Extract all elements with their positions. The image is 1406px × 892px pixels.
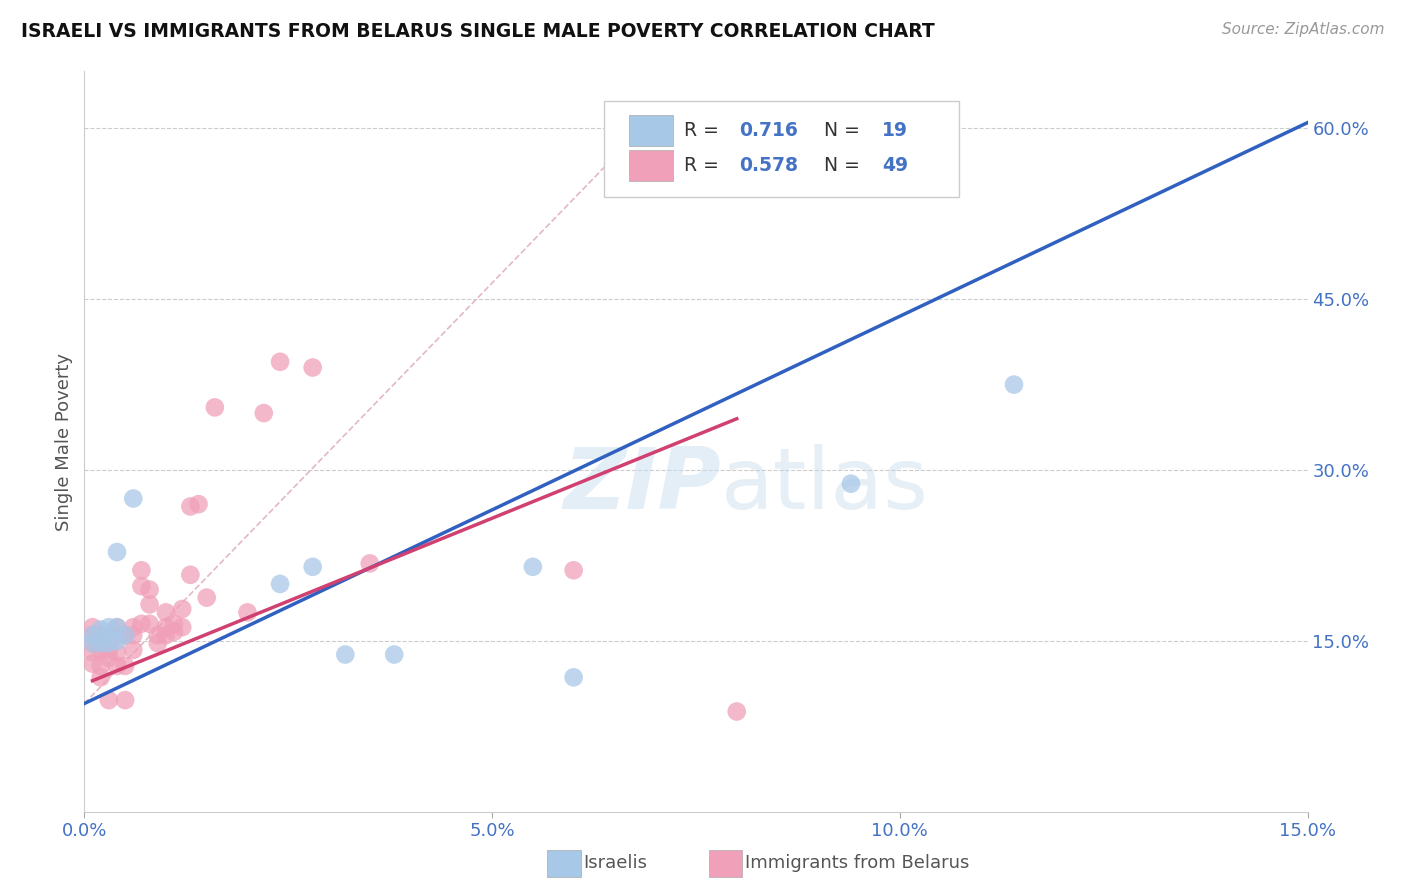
Point [90,659,112,673]
Point [138,616,160,631]
Point [105,659,128,673]
Point [90,670,112,684]
Text: R =: R = [683,121,724,140]
Point [187,497,209,511]
Text: 49: 49 [882,156,908,175]
Point [725,705,748,719]
Point [105,620,128,634]
Point [114,628,136,642]
Point [335,648,357,662]
Point [114,659,136,673]
Point [122,628,145,642]
Point [146,636,169,650]
Point [562,563,585,577]
FancyBboxPatch shape [628,150,672,181]
Point [204,401,226,415]
Point [522,559,544,574]
Text: atlas: atlas [720,444,928,527]
Point [122,643,145,657]
Point [97,620,120,634]
Point [172,620,194,634]
Text: 0.578: 0.578 [738,156,797,175]
Text: N =: N = [824,121,866,140]
Point [114,628,136,642]
Point [105,633,128,648]
Point [105,628,128,642]
Text: Israelis: Israelis [583,855,648,872]
Text: ISRAELI VS IMMIGRANTS FROM BELARUS SINGLE MALE POVERTY CORRELATION CHART: ISRAELI VS IMMIGRANTS FROM BELARUS SINGL… [21,22,935,41]
Point [253,406,276,420]
Point [82,620,104,634]
Point [82,636,104,650]
Point [114,693,136,707]
Point [839,476,862,491]
Point [131,579,153,593]
Point [97,651,120,665]
Text: Immigrants from Belarus: Immigrants from Belarus [745,855,970,872]
Text: Source: ZipAtlas.com: Source: ZipAtlas.com [1222,22,1385,37]
Point [382,648,405,662]
Point [90,628,112,642]
Point [82,628,104,642]
Point [105,645,128,659]
Point [301,360,323,375]
Point [195,591,218,605]
Point [1002,377,1025,392]
Point [82,645,104,659]
Point [155,628,177,642]
Point [97,636,120,650]
Point [90,636,112,650]
Point [146,628,169,642]
Point [131,616,153,631]
Point [131,563,153,577]
Point [163,616,186,631]
Point [138,582,160,597]
Point [179,567,201,582]
Text: 19: 19 [882,121,908,140]
Point [359,557,381,571]
Text: ZIP: ZIP [562,444,720,527]
Point [269,577,291,591]
Point [105,545,128,559]
Point [138,598,160,612]
Point [82,628,104,642]
Point [122,620,145,634]
Point [90,643,112,657]
Point [179,500,201,514]
Point [105,620,128,634]
Point [82,657,104,671]
Point [562,670,585,684]
Point [172,602,194,616]
Point [122,491,145,506]
Point [155,606,177,620]
Text: N =: N = [824,156,866,175]
Text: R =: R = [683,156,724,175]
FancyBboxPatch shape [605,101,959,197]
Point [97,693,120,707]
Point [155,620,177,634]
Point [301,559,323,574]
Point [163,624,186,639]
Point [82,636,104,650]
Point [269,355,291,369]
Point [90,623,112,637]
Point [236,606,259,620]
FancyBboxPatch shape [628,115,672,146]
Y-axis label: Single Male Poverty: Single Male Poverty [55,352,73,531]
Point [97,643,120,657]
Text: 0.716: 0.716 [738,121,797,140]
